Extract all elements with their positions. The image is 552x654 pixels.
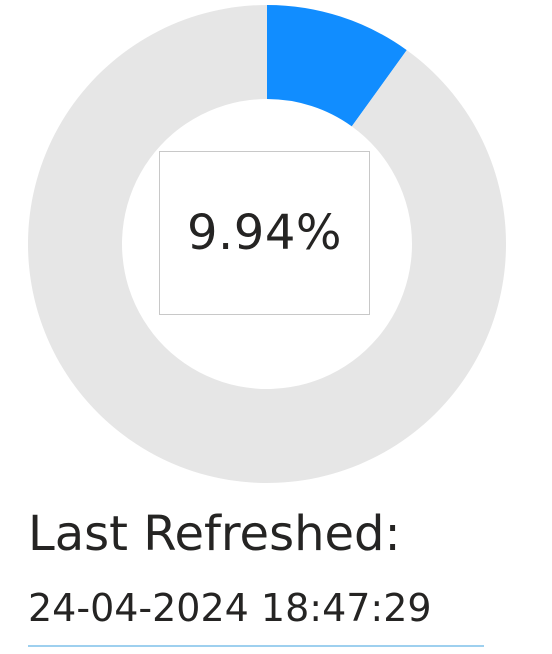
last-refreshed-timestamp: 24-04-2024 18:47:29 [28, 586, 432, 630]
donut-slice-value[interactable] [267, 5, 407, 127]
last-refreshed-label: Last Refreshed: [28, 506, 401, 562]
donut-chart [28, 5, 506, 483]
donut-svg [28, 5, 506, 483]
kpi-card: 9.94% [159, 151, 370, 315]
timestamp-underline [28, 645, 484, 647]
donut-slice-remainder[interactable] [28, 5, 506, 483]
kpi-value: 9.94% [187, 205, 342, 261]
